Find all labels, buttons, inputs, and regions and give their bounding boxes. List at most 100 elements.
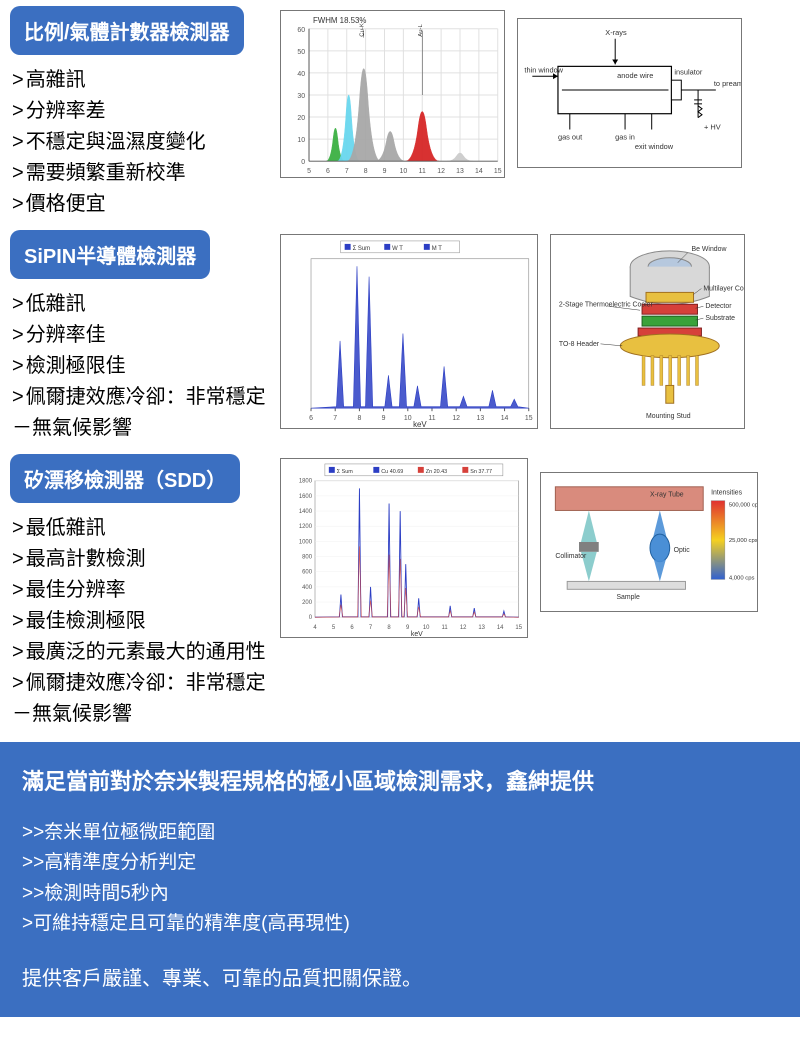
svg-text:800: 800 (302, 555, 313, 561)
bullet: 最佳檢測極限 (12, 606, 280, 637)
footer-panel: 滿足當前對於奈米製程規格的極小區域檢測需求，鑫紳提供 >>奈米單位極微距範圍 >… (0, 742, 800, 1017)
svg-text:6: 6 (326, 168, 330, 175)
svg-text:6: 6 (350, 625, 354, 631)
svg-text:Sample: Sample (616, 594, 639, 601)
footer-bullet: >>檢測時間5秒內 (22, 879, 778, 909)
footer-bullet: >可維持穩定且可靠的精準度(高再現性) (22, 909, 778, 939)
svg-text:6: 6 (309, 415, 313, 422)
svg-text:Collimator: Collimator (555, 553, 587, 560)
footer-bullets: >>奈米單位極微距範圍 >>高精準度分析判定 >>檢測時間5秒內 >可維持穩定且… (22, 818, 778, 940)
svg-text:1200: 1200 (299, 524, 313, 530)
svg-text:200: 200 (302, 600, 313, 606)
svg-text:50: 50 (297, 49, 305, 56)
svg-text:10: 10 (404, 415, 412, 422)
section1-right: 010203040506056789101112131415Cu-KAu-LFW… (280, 6, 790, 178)
bullet: 價格便宜 (12, 189, 280, 220)
svg-text:0: 0 (301, 159, 305, 166)
section3-left: 矽漂移檢測器（SDD） 最低雜訊 最高計數檢測 最佳分辨率 最佳檢測極限 最廣泛… (10, 454, 280, 730)
svg-text:Multilayer Collimator: Multilayer Collimator (703, 285, 744, 292)
svg-text:2-Stage Thermoelectric Cooler: 2-Stage Thermoelectric Cooler (559, 301, 654, 308)
svg-text:1000: 1000 (299, 539, 313, 545)
section1-left: 比例/氣體計數器檢測器 高雜訊 分辨率差 不穩定與溫濕度變化 需要頻繁重新校準 … (10, 6, 280, 220)
svg-text:X-rays: X-rays (605, 28, 627, 37)
svg-text:thin window: thin window (524, 65, 563, 74)
svg-text:Optic: Optic (674, 547, 691, 554)
svg-text:W T: W T (392, 246, 403, 252)
bullet: 分辨率佳 (12, 320, 280, 351)
bullet: 最低雜訊 (12, 513, 280, 544)
svg-text:insulator: insulator (674, 67, 702, 76)
svg-text:20: 20 (297, 115, 305, 122)
svg-text:5: 5 (307, 168, 311, 175)
svg-text:12: 12 (437, 168, 445, 175)
diagram-prop-counter: X-raysthin windowanode wireinsulatorto p… (517, 18, 742, 168)
svg-text:12: 12 (452, 415, 460, 422)
svg-text:14: 14 (501, 415, 509, 422)
diagram-sipin-detector: Be Window Multilayer Collimator 2-Stage Th… (550, 234, 745, 429)
svg-text:Au-L: Au-L (418, 23, 424, 36)
bullet: 低雜訊 (12, 289, 280, 320)
svg-text:10: 10 (423, 625, 430, 631)
bullet: 高雜訊 (12, 65, 280, 96)
svg-text:FWHM 18.53%: FWHM 18.53% (313, 16, 366, 25)
svg-text:14: 14 (475, 168, 483, 175)
svg-text:Cu 40.69: Cu 40.69 (381, 469, 403, 475)
section3-title: 矽漂移檢測器（SDD） (10, 454, 240, 503)
bullet: 檢測極限佳 (12, 351, 280, 382)
svg-text:400: 400 (302, 585, 313, 591)
svg-text:7: 7 (345, 168, 349, 175)
svg-text:8: 8 (357, 415, 361, 422)
svg-text:600: 600 (302, 570, 313, 576)
bullet: 需要頻繁重新校準 (12, 158, 280, 189)
footer-headline: 滿足當前對於奈米製程規格的極小區域檢測需求，鑫紳提供 (22, 764, 778, 796)
svg-text:15: 15 (525, 415, 533, 422)
section-sdd: 矽漂移檢測器（SDD） 最低雜訊 最高計數檢測 最佳分辨率 最佳檢測極限 最廣泛… (0, 448, 800, 734)
svg-text:5: 5 (332, 625, 336, 631)
bullet: 佩爾捷效應冷卻：非常穩定－無氣候影響 (12, 382, 280, 444)
section2-left: SiPIN半導體檢測器 低雜訊 分辨率佳 檢測極限佳 佩爾捷效應冷卻：非常穩定－… (10, 230, 280, 444)
svg-text:13: 13 (477, 415, 485, 422)
bullet: 最廣泛的元素最大的通用性 (12, 637, 280, 668)
svg-text:40: 40 (297, 71, 305, 78)
section-proportional-counter: 比例/氣體計數器檢測器 高雜訊 分辨率差 不穩定與溫濕度變化 需要頻繁重新校準 … (0, 0, 800, 224)
section3-bullets: 最低雜訊 最高計數檢測 最佳分辨率 最佳檢測極限 最廣泛的元素最大的通用性 佩爾… (10, 513, 280, 730)
svg-text:4: 4 (313, 625, 317, 631)
svg-text:Sn 37.77: Sn 37.77 (470, 469, 492, 475)
footer-bullet: >>奈米單位極微距範圍 (22, 818, 778, 848)
chart-sipin-spectrum: 6789101112131415keVΣ SumW TM T (280, 234, 538, 429)
section2-title: SiPIN半導體檢測器 (10, 230, 210, 279)
section1-bullets: 高雜訊 分辨率差 不穩定與溫濕度變化 需要頻繁重新校準 價格便宜 (10, 65, 280, 220)
svg-text:keV: keV (413, 420, 427, 428)
bullet: 最高計數檢測 (12, 544, 280, 575)
svg-text:Detector: Detector (705, 303, 732, 310)
chart-prop-counter-spectrum: 010203040506056789101112131415Cu-KAu-LFW… (280, 10, 505, 178)
svg-text:gas out: gas out (558, 132, 582, 141)
svg-text:TO-8 Header: TO-8 Header (559, 341, 600, 348)
svg-text:9: 9 (383, 168, 387, 175)
svg-text:60: 60 (297, 27, 305, 34)
svg-text:exit window: exit window (635, 142, 674, 151)
svg-text:Be Window: Be Window (692, 246, 727, 253)
svg-text:gas in: gas in (615, 132, 635, 141)
svg-text:+ HV: + HV (704, 123, 721, 132)
svg-text:1600: 1600 (299, 494, 313, 500)
svg-text:25,000 cps: 25,000 cps (729, 538, 757, 544)
chart-sdd-spectrum: 0200400600800100012001400160018004567891… (280, 458, 528, 638)
svg-text:1800: 1800 (299, 479, 313, 485)
svg-text:Intensities: Intensities (711, 490, 743, 497)
svg-text:12: 12 (460, 625, 467, 631)
svg-text:7: 7 (369, 625, 372, 631)
section-sipin: SiPIN半導體檢測器 低雜訊 分辨率佳 檢測極限佳 佩爾捷效應冷卻：非常穩定－… (0, 224, 800, 448)
bullet: 最佳分辨率 (12, 575, 280, 606)
svg-text:11: 11 (419, 168, 426, 175)
section2-bullets: 低雜訊 分辨率佳 檢測極限佳 佩爾捷效應冷卻：非常穩定－無氣候影響 (10, 289, 280, 444)
svg-text:8: 8 (364, 168, 368, 175)
svg-text:1400: 1400 (299, 509, 313, 515)
bullet: 佩爾捷效應冷卻：非常穩定－無氣候影響 (12, 668, 280, 730)
svg-text:to preamp: to preamp (714, 79, 741, 88)
svg-text:8: 8 (387, 625, 391, 631)
diagram-sdd-beam: X-ray TubeCollimatorOpticSampleIntensiti… (540, 472, 758, 612)
svg-text:Zn 20.43: Zn 20.43 (426, 469, 447, 475)
svg-text:Cu-K: Cu-K (360, 23, 366, 37)
svg-text:11: 11 (428, 415, 435, 422)
